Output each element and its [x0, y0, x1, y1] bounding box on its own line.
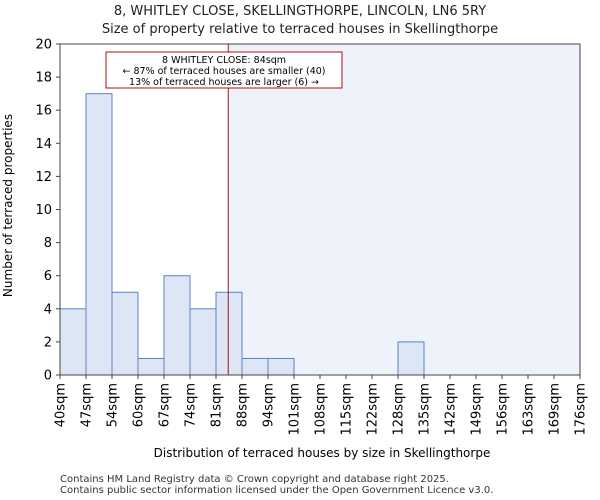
x-tick-label: 67sqm: [158, 383, 173, 427]
chart-title-line-2: Size of property relative to terraced ho…: [101, 22, 499, 37]
histogram-bar: [189, 308, 217, 376]
x-tick-label: 128sqm: [392, 383, 407, 436]
histogram-bar: [241, 357, 269, 376]
y-tick-label: 14: [35, 137, 52, 152]
histogram-bar: [397, 341, 425, 376]
y-axis-label: Number of terraced properties: [1, 114, 15, 297]
y-tick-label: 18: [35, 71, 52, 86]
x-axis-label: Distribution of terraced houses by size …: [154, 446, 491, 460]
x-tick-label: 108sqm: [314, 383, 329, 436]
y-tick-label: 0: [44, 369, 52, 384]
y-tick-label: 10: [35, 203, 52, 218]
x-tick-label: 163sqm: [522, 383, 537, 436]
y-tick-label: 20: [35, 38, 52, 53]
y-tick-label: 12: [35, 170, 52, 185]
x-tick-label: 101sqm: [288, 383, 303, 436]
histogram-bar: [215, 291, 243, 376]
histogram-bar: [111, 291, 139, 376]
x-tick-label: 142sqm: [444, 383, 459, 436]
x-tick-label: 149sqm: [470, 383, 485, 436]
x-tick-label: 135sqm: [418, 383, 433, 436]
y-tick-label: 6: [44, 269, 52, 284]
histogram-bar: [163, 275, 191, 376]
histogram-bar: [59, 308, 87, 376]
chart-title-line-1: 8, WHITLEY CLOSE, SKELLINGTHORPE, LINCOL…: [113, 4, 487, 19]
annotation-box: 8 WHITLEY CLOSE: 84sqm ← 87% of terraced…: [105, 51, 343, 89]
x-tick-label: 81sqm: [210, 383, 225, 427]
annotation-line-1: 8 WHITLEY CLOSE: 84sqm: [162, 55, 286, 66]
footer-licence: Contains public sector information licen…: [60, 485, 494, 496]
y-tick-label: 4: [44, 302, 52, 317]
footer-copyright: Contains HM Land Registry data © Crown c…: [60, 474, 449, 485]
histogram-bar: [137, 357, 165, 376]
histogram-bar: [267, 357, 295, 376]
x-tick-label: 88sqm: [236, 383, 251, 427]
histogram-bar: [85, 93, 113, 376]
x-tick-label: 115sqm: [340, 383, 355, 436]
x-tick-label: 156sqm: [496, 383, 511, 436]
x-tick-label: 122sqm: [366, 383, 381, 436]
larger-properties-shaded-region: [228, 44, 580, 375]
x-tick-label: 60sqm: [132, 383, 147, 427]
x-tick-label: 40sqm: [54, 383, 69, 427]
x-tick-label: 94sqm: [262, 383, 277, 427]
x-tick-label: 169sqm: [548, 383, 563, 436]
x-tick-label: 54sqm: [106, 383, 121, 427]
annotation-line-3: 13% of terraced houses are larger (6) →: [129, 77, 319, 88]
x-tick-label: 74sqm: [184, 383, 199, 427]
y-tick-label: 16: [35, 104, 52, 119]
y-tick-label: 8: [44, 236, 52, 251]
annotation-line-2: ← 87% of terraced houses are smaller (40…: [122, 66, 325, 77]
x-tick-label: 47sqm: [80, 383, 95, 427]
y-tick-label: 2: [44, 335, 52, 350]
x-tick-label: 176sqm: [574, 383, 589, 436]
